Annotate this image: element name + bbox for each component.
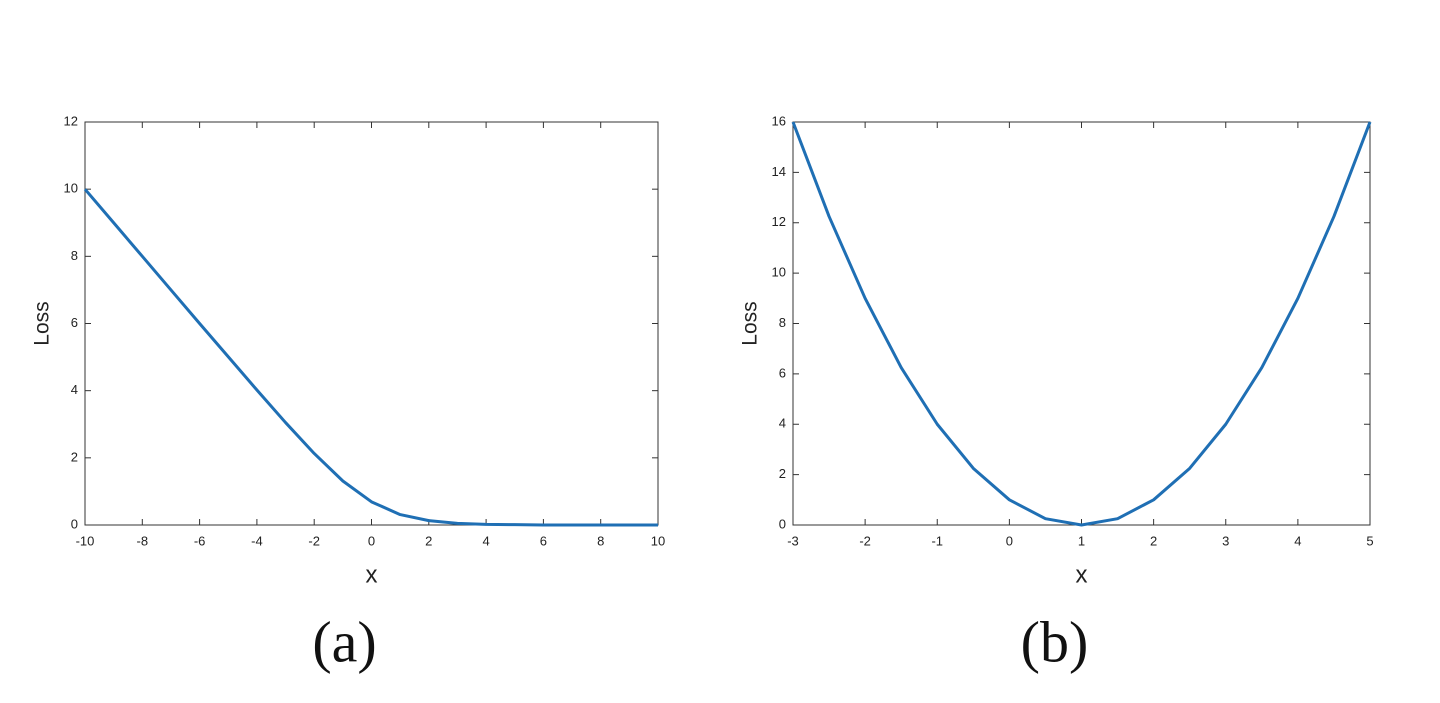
y-tick-label: 4: [779, 416, 786, 431]
x-tick-label: -3: [787, 533, 799, 548]
y-tick-label: 4: [71, 382, 78, 397]
x-axis-label: x: [366, 561, 378, 588]
x-tick-label: -6: [194, 533, 206, 548]
x-tick-label: 10: [651, 533, 665, 548]
x-tick-label: 1: [1078, 533, 1085, 548]
x-tick-label: 8: [597, 533, 604, 548]
data-line: [83, 188, 658, 527]
y-tick-label: 8: [779, 315, 786, 330]
x-tick-label: -2: [308, 533, 320, 548]
x-tick-label: 4: [482, 533, 489, 548]
y-tick-label: 12: [772, 214, 786, 229]
y-tick-label: 14: [772, 164, 786, 179]
x-tick-label: -8: [137, 533, 149, 548]
x-tick-label: -2: [859, 533, 871, 548]
y-tick-label: 16: [772, 113, 786, 128]
x-tick-label: 5: [1366, 533, 1373, 548]
caption: (b): [1021, 609, 1089, 674]
y-tick-label: 6: [71, 315, 78, 330]
plot-box: [84, 121, 659, 526]
data-line: [791, 121, 1372, 527]
x-tick-label: 0: [368, 533, 375, 548]
y-tick-label: 2: [779, 466, 786, 481]
x-tick-label: -4: [251, 533, 263, 548]
x-tick-label: 3: [1222, 533, 1229, 548]
x-tick-label: 4: [1294, 533, 1301, 548]
y-tick-label: 0: [779, 516, 786, 531]
y-tick-label: 8: [71, 248, 78, 263]
y-axis-label: Loss: [31, 301, 54, 345]
caption: (a): [312, 609, 376, 674]
x-tick-label: -10: [76, 533, 95, 548]
y-tick-label: 0: [71, 516, 78, 531]
y-tick-label: 12: [64, 113, 78, 128]
x-tick-label: 0: [1006, 533, 1013, 548]
x-axis-label: x: [1076, 561, 1088, 588]
x-tick-label: -1: [931, 533, 943, 548]
y-tick-label: 10: [64, 181, 78, 196]
x-tick-label: 2: [1150, 533, 1157, 548]
y-tick-label: 6: [779, 365, 786, 380]
y-tick-label: 10: [772, 265, 786, 280]
y-axis-label: Loss: [739, 301, 762, 345]
x-tick-label: 6: [540, 533, 547, 548]
y-tick-label: 2: [71, 449, 78, 464]
x-tick-label: 2: [425, 533, 432, 548]
